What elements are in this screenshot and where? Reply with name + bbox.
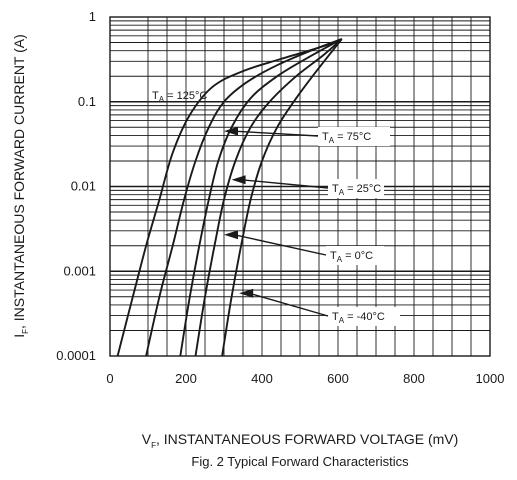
x-axis-title: VF, INSTANTANEOUS FORWARD VOLTAGE (mV) [142,431,459,450]
annotation-arrowhead [239,288,254,298]
annotation-box [328,179,384,198]
series-annotations: TA = 125°CTA = 75°CTA = 25°CTA = 0°CTA =… [152,90,400,326]
series-label-rest: = 25°C [344,183,381,195]
series-line [145,38,343,357]
figure-caption: Fig. 2 Typical Forward Characteristics [191,454,409,469]
x-tick-label: 1000 [476,371,505,386]
series-label-rest: = 125°C [164,90,207,102]
series-annotation: TA = 75°C [224,126,390,146]
series-label-main: T [330,250,337,262]
series-label: TA = 0°C [330,250,373,264]
annotation-arrowhead [224,126,238,136]
annotation-leader [233,234,327,256]
series-label-sub: A [339,316,345,325]
grid-lines [110,17,490,356]
x-tick-label: 400 [251,371,273,386]
series-label-sub: A [337,255,343,264]
series-label-sub: A [159,95,165,104]
x-tick-label: 0 [106,371,113,386]
series-line [116,38,343,357]
y-axis-title: IF, INSTANTANEOUS FORWARD CURRENT (A) [11,34,30,338]
y-tick-label: 0.1 [78,94,96,109]
annotation-leader [249,292,329,317]
series-label-rest: = -40°C [344,311,385,323]
series-label-main: T [152,90,159,102]
annotation-box [318,127,390,146]
y-tick-label: 0.001 [63,263,96,278]
series-line [194,38,343,357]
series-label-rest: = 0°C [342,250,373,262]
series-label-main: T [332,311,339,323]
annotation-leader [233,130,319,137]
x-tick-label: 600 [327,371,349,386]
y-tick-label: 0.01 [71,179,96,194]
series-label-main: T [332,183,339,195]
y-tick-label: 0.0001 [56,348,96,363]
series-line [179,38,343,357]
series-label: TA = 125°C [152,90,207,104]
series-label-sub: A [339,188,345,197]
series-annotation: TA = -40°C [239,288,400,326]
series-line [221,38,343,357]
plot-frame [109,16,491,357]
series-label-main: T [322,131,329,143]
x-tick-labels: 0 200 400 600 800 1000 [106,371,504,386]
annotation-arrowhead [231,175,246,185]
x-tick-label: 800 [403,371,425,386]
series-lines [116,38,343,357]
annotation-box [326,246,384,265]
series-label: TA = 25°C [332,183,381,197]
annotation-box [328,307,400,326]
series-label: TA = -40°C [332,311,385,325]
series-label-sub: A [329,136,335,145]
y-tick-labels: 1 0.1 0.01 0.001 0.0001 [56,9,96,363]
annotation-arrowhead [224,230,238,240]
x-tick-label: 200 [175,371,197,386]
series-label: TA = 75°C [322,131,371,145]
y-tick-label: 1 [89,9,96,24]
series-label-rest: = 75°C [334,131,371,143]
series-annotation: TA = 0°C [224,230,384,265]
series-annotation: TA = 125°C [152,90,207,104]
annotation-leader [241,179,329,189]
series-annotation: TA = 25°C [231,175,384,198]
